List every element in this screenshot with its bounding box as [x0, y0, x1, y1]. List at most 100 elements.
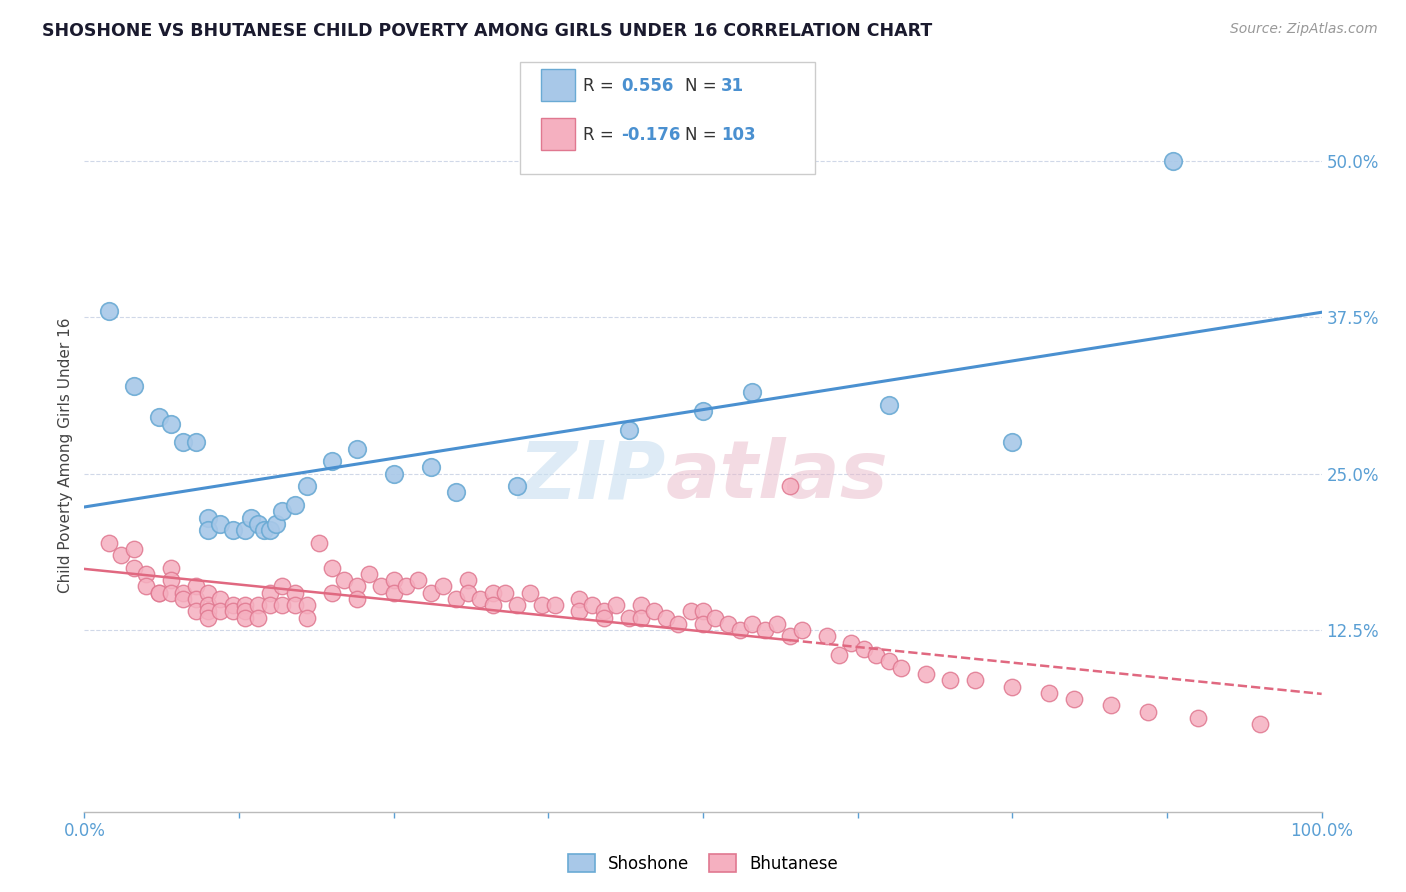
Point — [543, 598, 565, 612]
Point — [605, 598, 627, 612]
Point — [295, 598, 318, 612]
Point — [98, 304, 121, 318]
Text: R =: R = — [583, 78, 620, 95]
Point — [197, 598, 219, 612]
Text: Source: ZipAtlas.com: Source: ZipAtlas.com — [1230, 22, 1378, 37]
Point — [264, 516, 287, 531]
Point — [209, 516, 232, 531]
Point — [877, 655, 900, 669]
Point — [197, 585, 219, 599]
Point — [728, 623, 751, 637]
Point — [506, 598, 529, 612]
Point — [295, 479, 318, 493]
Point — [1001, 680, 1024, 694]
Point — [197, 610, 219, 624]
Point — [308, 535, 330, 549]
Point — [1137, 705, 1160, 719]
Point — [494, 585, 516, 599]
Point — [184, 435, 207, 450]
Point — [965, 673, 987, 688]
Point — [382, 573, 405, 587]
Point — [852, 642, 875, 657]
Point — [98, 535, 121, 549]
Point — [444, 591, 467, 606]
Point — [284, 498, 307, 512]
Text: N =: N = — [685, 127, 721, 145]
Point — [790, 623, 813, 637]
Text: ZIP: ZIP — [519, 437, 666, 516]
Text: 31: 31 — [721, 78, 744, 95]
Point — [568, 604, 591, 618]
Point — [506, 479, 529, 493]
Point — [122, 541, 145, 556]
Text: N =: N = — [685, 78, 721, 95]
Point — [321, 454, 343, 468]
Point — [1099, 698, 1122, 713]
Point — [197, 604, 219, 618]
Point — [704, 610, 727, 624]
Point — [122, 560, 145, 574]
Point — [259, 585, 281, 599]
Point — [481, 585, 503, 599]
Point — [321, 560, 343, 574]
Point — [135, 579, 157, 593]
Point — [1001, 435, 1024, 450]
Point — [531, 598, 554, 612]
Point — [470, 591, 492, 606]
Point — [828, 648, 851, 663]
Point — [246, 610, 269, 624]
Point — [754, 623, 776, 637]
Point — [1161, 153, 1184, 168]
Point — [197, 523, 219, 537]
Point — [346, 579, 368, 593]
Point — [395, 579, 418, 593]
Point — [246, 516, 269, 531]
Point — [568, 591, 591, 606]
Point — [160, 585, 183, 599]
Point — [160, 573, 183, 587]
Point — [222, 523, 245, 537]
Point — [419, 460, 441, 475]
Point — [259, 598, 281, 612]
Point — [222, 604, 245, 618]
Point — [110, 548, 132, 562]
Point — [815, 630, 838, 644]
Point — [172, 435, 194, 450]
Point — [457, 585, 479, 599]
Legend: Shoshone, Bhutanese: Shoshone, Bhutanese — [561, 847, 845, 880]
Point — [432, 579, 454, 593]
Point — [593, 610, 616, 624]
Point — [1187, 711, 1209, 725]
Point — [617, 610, 640, 624]
Point — [253, 523, 276, 537]
Text: 0.556: 0.556 — [621, 78, 673, 95]
Point — [148, 410, 170, 425]
Text: 103: 103 — [721, 127, 756, 145]
Text: R =: R = — [583, 127, 620, 145]
Point — [692, 616, 714, 631]
Point — [779, 479, 801, 493]
Point — [148, 585, 170, 599]
Point — [122, 379, 145, 393]
Point — [160, 417, 183, 431]
Point — [233, 523, 256, 537]
Text: atlas: atlas — [666, 437, 889, 516]
Point — [408, 573, 430, 587]
Point — [197, 510, 219, 524]
Text: SHOSHONE VS BHUTANESE CHILD POVERTY AMONG GIRLS UNDER 16 CORRELATION CHART: SHOSHONE VS BHUTANESE CHILD POVERTY AMON… — [42, 22, 932, 40]
Point — [346, 591, 368, 606]
Point — [222, 598, 245, 612]
Point — [160, 560, 183, 574]
Point — [240, 510, 263, 524]
Point — [148, 585, 170, 599]
Point — [779, 630, 801, 644]
Point — [939, 673, 962, 688]
Point — [1038, 686, 1060, 700]
Point — [184, 579, 207, 593]
Point — [692, 604, 714, 618]
Point — [271, 504, 294, 518]
Text: -0.176: -0.176 — [621, 127, 681, 145]
Point — [865, 648, 887, 663]
Point — [630, 610, 652, 624]
Point — [382, 585, 405, 599]
